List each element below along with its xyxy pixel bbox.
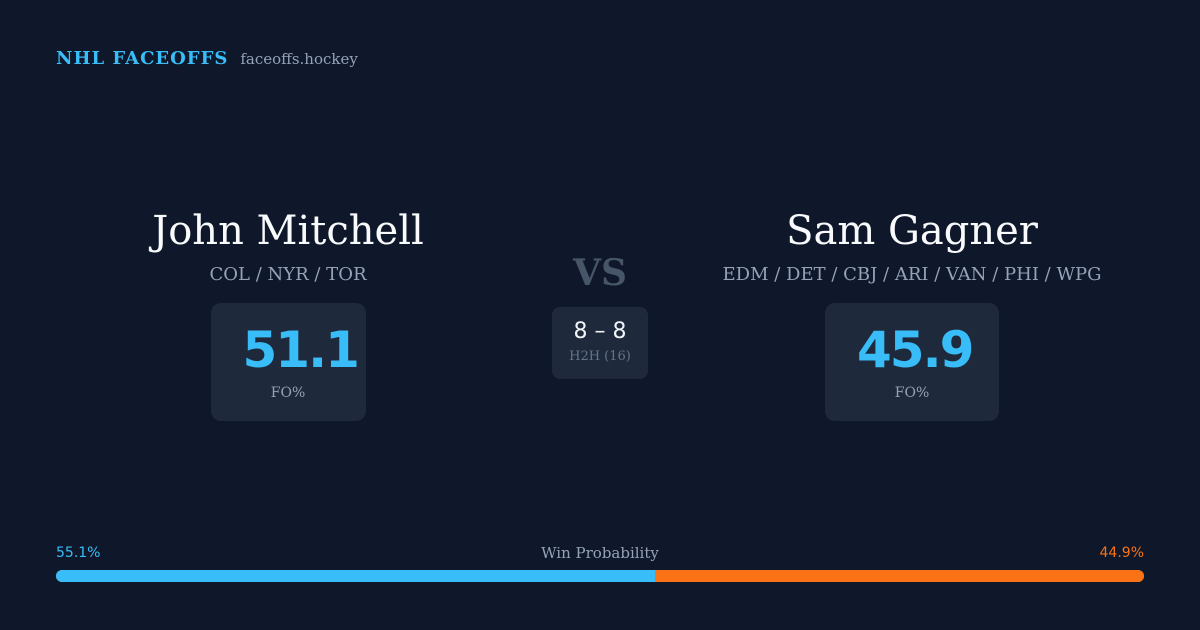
player-left-panel: John Mitchell COL / NYR / TOR 51.1 FO% [48,205,528,421]
win-probability-fill-left [56,570,656,582]
player-right-teams: EDM / DET / CBJ / ARI / VAN / PHI / WPG [722,264,1102,285]
player-right-name: Sam Gagner [786,208,1038,254]
win-probability-fill-right [655,570,1144,582]
head-to-head-card: 8 – 8 H2H (16) [552,307,648,379]
player-right-fo-value: 45.9 [857,321,974,379]
site-domain[interactable]: faceoffs.hockey [240,50,358,68]
brand-title[interactable]: NHL FACEOFFS [56,48,229,69]
win-probability-bar [56,570,1144,582]
win-probability-left: 55.1% [56,545,101,561]
head-to-head-label: H2H (16) [569,349,631,364]
win-probability-title: Win Probability [541,544,659,562]
player-right-fo-label: FO% [894,385,930,401]
player-right-fo-card: 45.9 FO% [825,303,999,421]
head-to-head-score: 8 – 8 [573,319,627,344]
player-right-panel: Sam Gagner EDM / DET / CBJ / ARI / VAN /… [672,205,1152,421]
player-left-fo-value: 51.1 [242,321,360,379]
versus-label: VS [573,252,627,294]
header: NHL FACEOFFS faceoffs.hockey [56,48,358,69]
win-probability-right: 44.9% [1099,545,1144,561]
player-left-name: John Mitchell [152,208,424,254]
player-left-fo-card: 51.1 FO% [210,303,366,421]
player-left-teams: COL / NYR / TOR [209,264,367,285]
player-left-fo-label: FO% [270,385,306,401]
